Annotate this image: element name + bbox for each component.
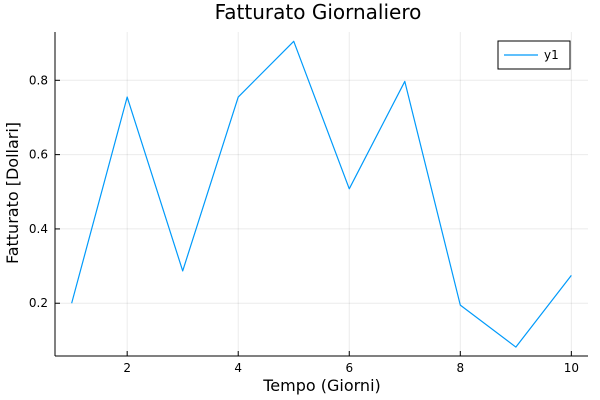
y-tick-label-1: 0.4 <box>29 222 48 236</box>
series-line-y1 <box>71 40 572 348</box>
x-axis-label: Tempo (Giorni) <box>262 376 381 395</box>
grid <box>55 32 588 356</box>
chart-title: Fatturato Giornaliero <box>215 0 422 24</box>
legend: y1 <box>497 40 571 70</box>
y-tick-label-3: 0.8 <box>29 73 48 87</box>
y-tick-label-2: 0.6 <box>29 148 48 162</box>
ticks: 2 4 6 8 10 0.2 0.4 0.6 0.8 <box>29 73 579 375</box>
x-tick-label-0: 2 <box>123 361 131 375</box>
x-tick-label-3: 8 <box>456 361 464 375</box>
x-tick-label-4: 10 <box>564 361 579 375</box>
axes <box>54 32 588 357</box>
series-layer <box>71 40 572 348</box>
y-tick-label-0: 0.2 <box>29 296 48 310</box>
x-tick-label-1: 4 <box>234 361 242 375</box>
x-tick-label-2: 6 <box>345 361 353 375</box>
legend-label-y1: y1 <box>544 48 559 62</box>
y-axis-label: Fatturato [Dollari] <box>3 122 22 264</box>
